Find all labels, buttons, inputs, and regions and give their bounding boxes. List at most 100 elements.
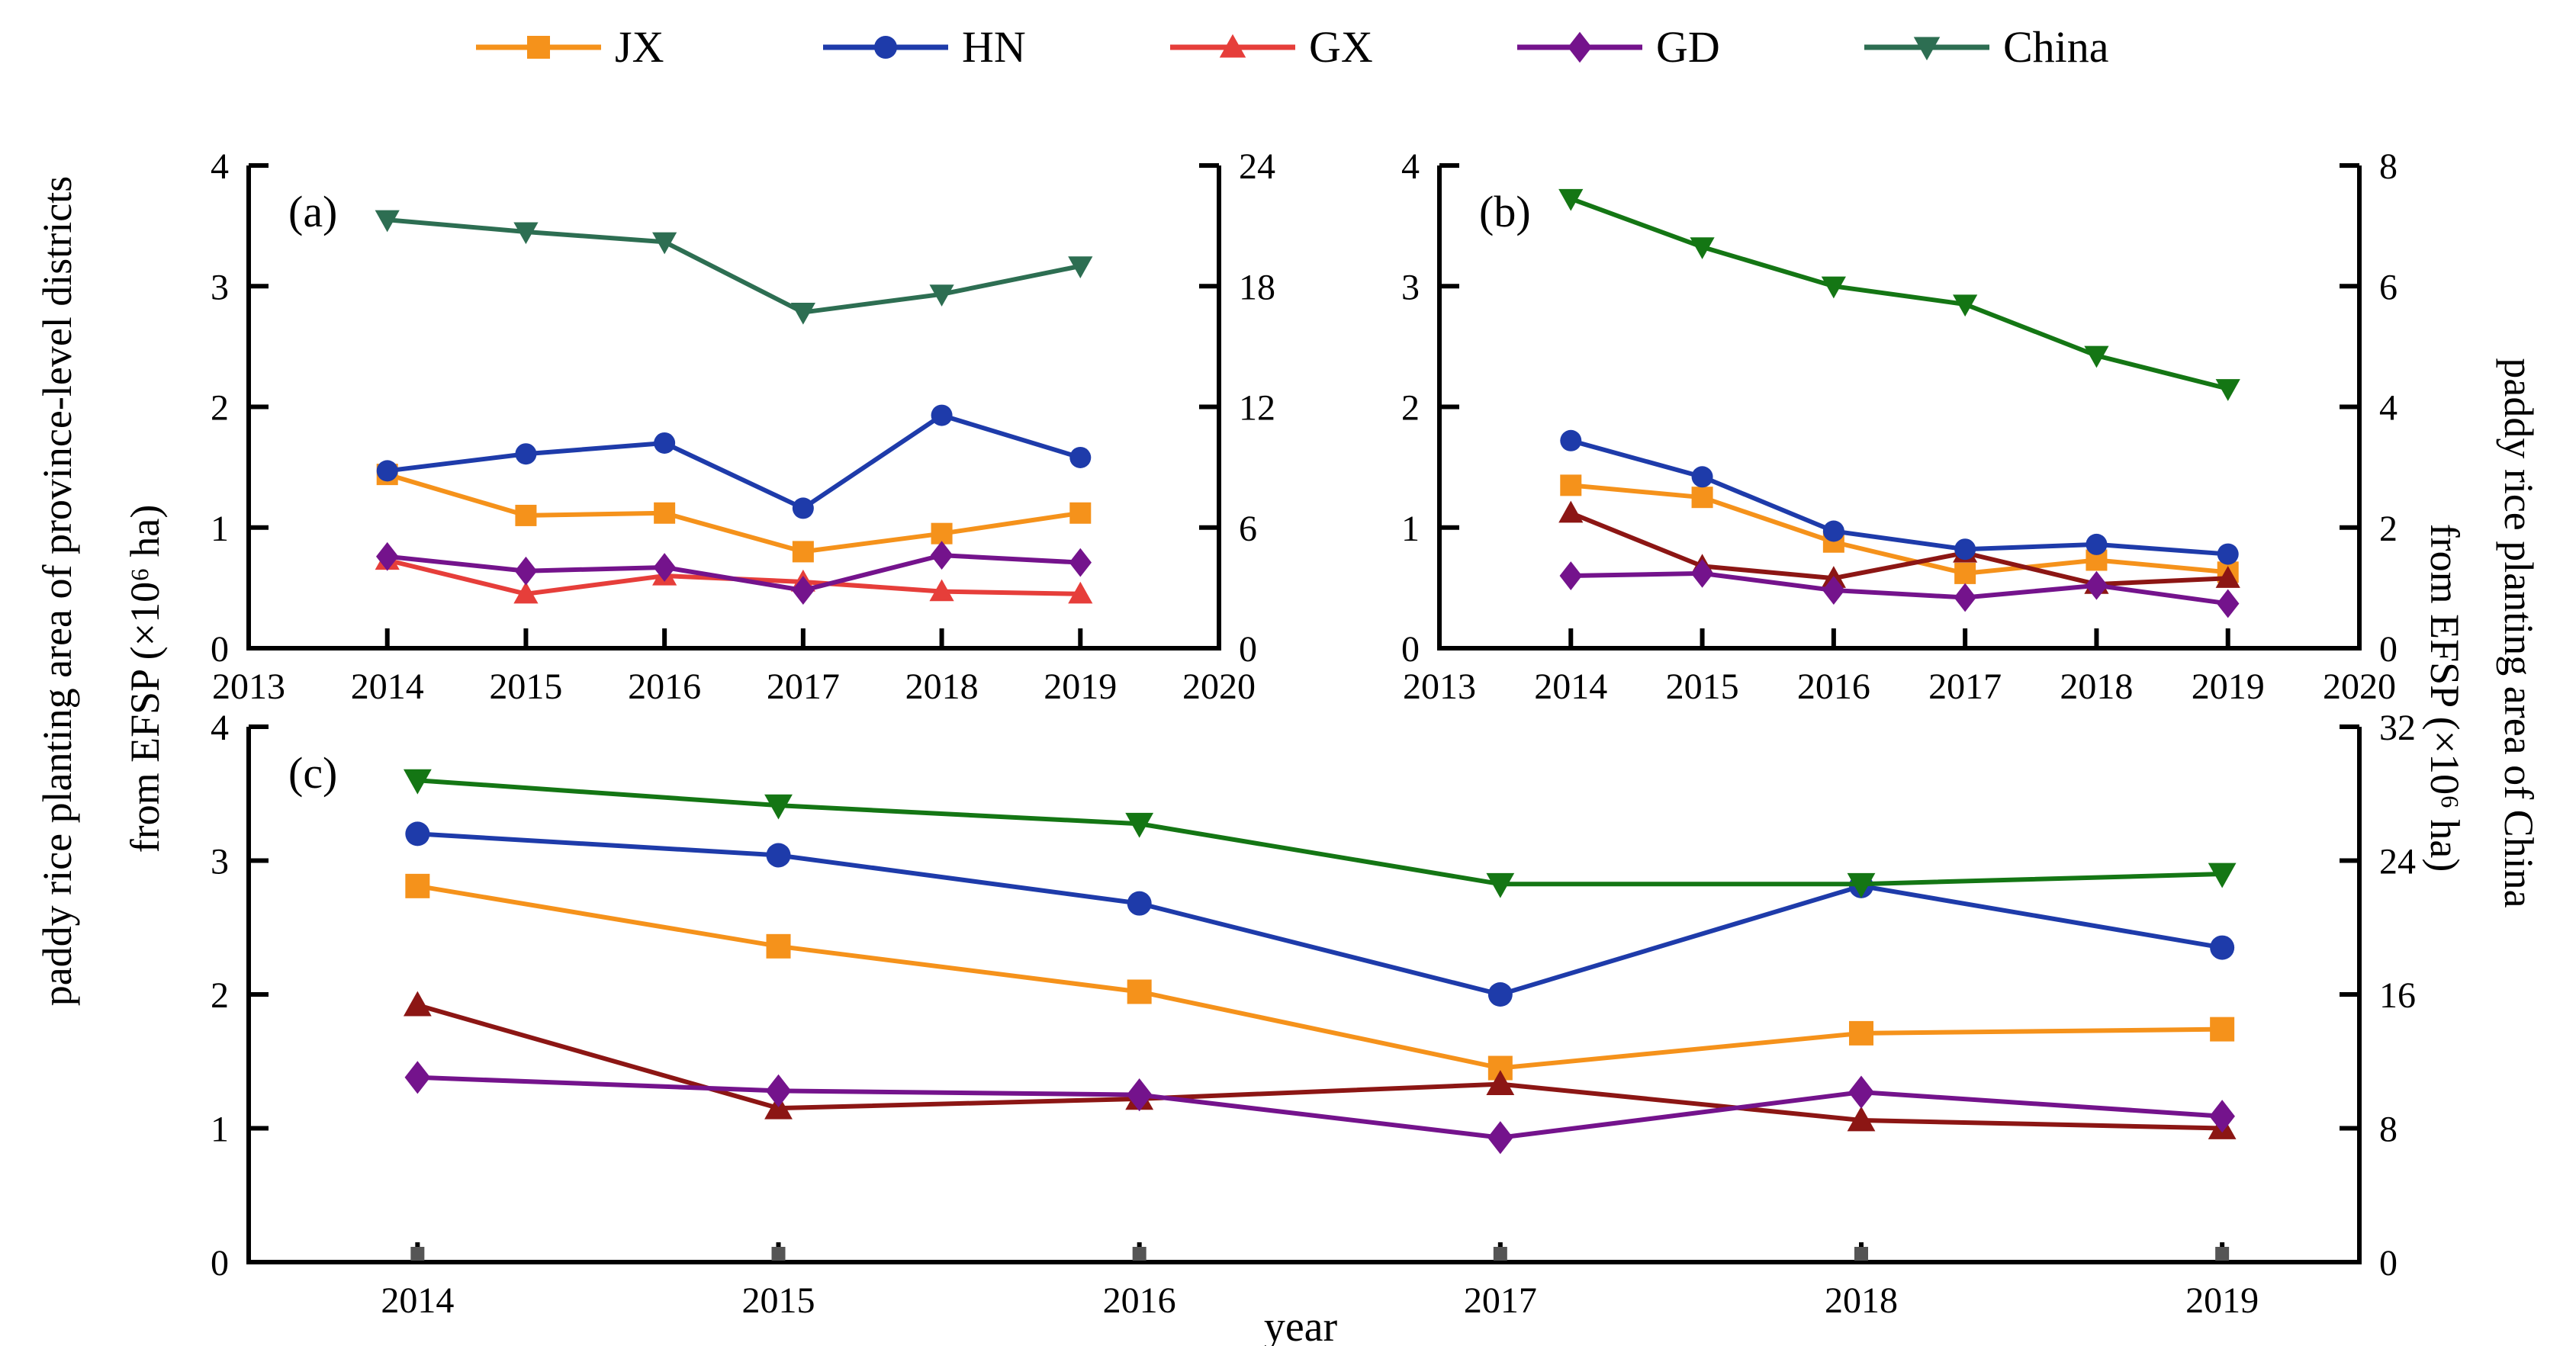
tick-label: 2018 xyxy=(905,667,979,707)
series-marker xyxy=(930,541,954,570)
series-marker xyxy=(2084,345,2109,368)
series-marker xyxy=(929,284,954,307)
tick-label: 2014 xyxy=(1534,667,1607,707)
series-marker xyxy=(792,576,815,605)
series-marker xyxy=(792,541,814,563)
tick-label: 2 xyxy=(1401,388,1420,429)
legend: JX HN GX GD China xyxy=(0,11,2576,84)
series-line xyxy=(417,1075,2223,1140)
series-marker xyxy=(1691,466,1713,488)
series-marker xyxy=(1558,500,1584,523)
legend-marker-square-icon xyxy=(476,36,601,59)
panel-label: (b) xyxy=(1479,187,1531,236)
right-axis-label-line2: from EFSP (×10⁶ ha) xyxy=(2422,523,2468,872)
legend-marker-triangle-up-icon xyxy=(1170,34,1295,58)
legend-item-GX: GX xyxy=(1167,11,1373,84)
series-line xyxy=(1570,438,2228,557)
series-marker xyxy=(2209,1100,2235,1133)
tick-label: 3 xyxy=(1401,267,1420,307)
series-line xyxy=(387,217,1081,315)
x-tick-square xyxy=(1132,1247,1146,1261)
series-marker xyxy=(1822,576,1845,605)
tick-label: 2019 xyxy=(2185,1280,2259,1321)
tick-label: 16 xyxy=(2379,975,2416,1016)
series-marker xyxy=(1821,276,1846,299)
tick-label: 2018 xyxy=(2060,667,2133,707)
series-marker xyxy=(2215,379,2240,401)
tick-label: 0 xyxy=(2379,1243,2398,1283)
axis-spines xyxy=(246,165,1221,651)
series-line xyxy=(1570,510,2228,587)
series-marker xyxy=(1068,256,1093,278)
series-marker xyxy=(405,821,430,846)
tick-label: 0 xyxy=(1239,629,1257,670)
series-marker xyxy=(766,933,791,959)
series-marker xyxy=(403,769,432,795)
series-marker xyxy=(1848,1075,1874,1109)
series-JX xyxy=(376,464,1092,563)
series-marker xyxy=(1690,558,1714,588)
tick-label: 1 xyxy=(1401,509,1420,549)
legend-item-JX: JX xyxy=(473,11,664,84)
series-marker xyxy=(654,432,676,454)
subplot-c: 0 1 2 3 4 0 8 16 24 32 2014 2015 2016 2017 2018 2019 (c) xyxy=(211,708,2416,1321)
tick-label: 3 xyxy=(211,267,229,307)
series-marker xyxy=(1127,891,1152,916)
series-marker xyxy=(515,443,537,465)
tick-label: 3 xyxy=(211,842,229,882)
series-HN xyxy=(376,404,1092,519)
series-marker xyxy=(375,210,400,233)
series-marker xyxy=(1954,538,1976,561)
legend-item-HN: HN xyxy=(820,11,1026,84)
tick-label: 2016 xyxy=(1103,1280,1176,1321)
legend-label: JX xyxy=(615,22,664,72)
series-marker xyxy=(1848,1020,1873,1046)
series-China xyxy=(403,769,2237,898)
series-line xyxy=(1571,570,2229,606)
series-marker xyxy=(1954,562,1976,584)
tick-label: 0 xyxy=(1401,629,1420,670)
series-line xyxy=(387,413,1082,511)
series-marker xyxy=(1126,1078,1153,1112)
tick-label: 2013 xyxy=(1403,667,1476,707)
tick-label: 2 xyxy=(211,388,229,429)
tick-label: 2020 xyxy=(2323,667,2396,707)
series-marker xyxy=(403,991,432,1017)
series-marker xyxy=(1125,812,1154,838)
legend-marker-circle-icon xyxy=(823,36,948,59)
series-marker xyxy=(1069,446,1092,468)
series-line xyxy=(1570,196,2229,391)
tick-label: 4 xyxy=(1401,146,1420,187)
series-marker xyxy=(2215,566,2240,588)
series-marker xyxy=(1913,37,1941,61)
x-tick-square xyxy=(1493,1247,1507,1261)
series-marker xyxy=(1690,237,1715,259)
series-marker xyxy=(514,556,538,586)
series-marker xyxy=(376,541,399,571)
series-China xyxy=(1558,188,2240,401)
x-tick-square xyxy=(771,1247,786,1261)
series-marker xyxy=(2086,533,2108,555)
legend-marker-diamond-icon xyxy=(1517,31,1642,63)
series-marker xyxy=(1822,520,1844,542)
series-marker xyxy=(653,553,676,582)
series-marker xyxy=(2085,570,2108,600)
series-marker xyxy=(2208,863,2237,888)
tick-label: 4 xyxy=(2379,388,2398,429)
series-marker xyxy=(1560,429,1582,451)
right-axis-label-line1: paddy rice planting area of China xyxy=(2496,358,2542,908)
x-axis-label-year: year xyxy=(1263,1303,1338,1346)
panel-label: (a) xyxy=(288,187,337,236)
series-marker xyxy=(790,302,815,325)
series-marker xyxy=(1069,502,1092,524)
x-tick-square xyxy=(2215,1247,2230,1261)
x-tick-square xyxy=(410,1247,425,1261)
legend-item-China: China xyxy=(1861,11,2109,84)
series-marker xyxy=(1559,561,1582,590)
series-marker xyxy=(765,1074,792,1107)
tick-label: 2015 xyxy=(1666,667,1739,707)
series-HN xyxy=(1560,429,2239,565)
series-marker xyxy=(376,460,398,482)
